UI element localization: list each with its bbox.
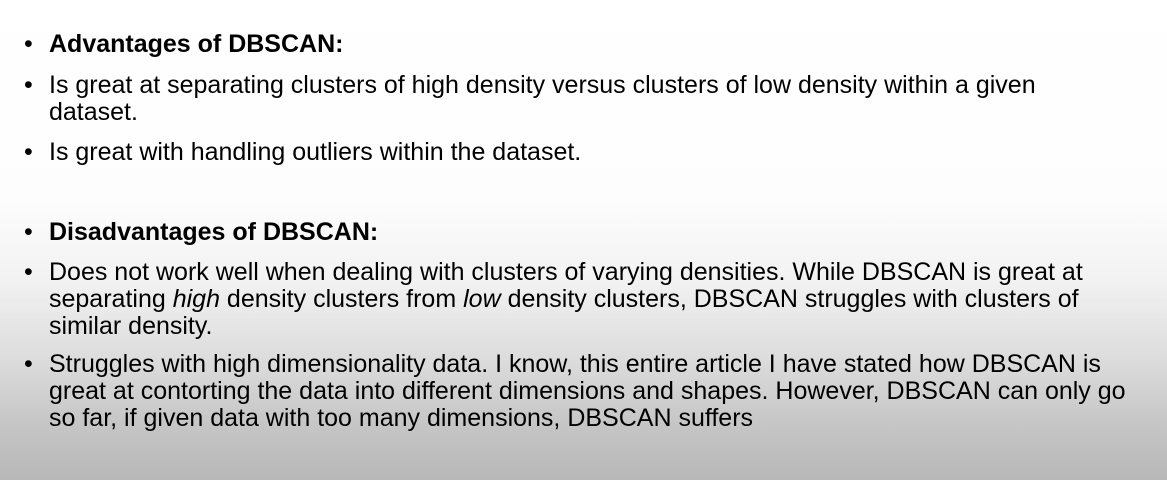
disadvantages-heading: • Disadvantages of DBSCAN:	[24, 219, 1127, 246]
emphasis-low: low	[463, 285, 501, 313]
disadvantage-item-text: Does not work well when dealing with clu…	[49, 259, 1127, 340]
emphasis-high: high	[172, 285, 220, 313]
disadvantage-item: • Struggles with high dimensionality dat…	[24, 351, 1127, 432]
advantages-heading-text: Advantages of DBSCAN:	[49, 30, 344, 58]
disadvantage-item-text: Struggles with high dimensionality data.…	[49, 350, 1126, 432]
disadvantages-heading-text: Disadvantages of DBSCAN:	[49, 218, 379, 246]
bullet-marker: •	[24, 218, 33, 246]
bullet-marker: •	[24, 138, 33, 166]
advantage-item: • Is great with handling outliers within…	[24, 139, 1127, 166]
bullet-marker: •	[24, 71, 33, 99]
bullet-marker: •	[24, 30, 33, 58]
disadvantage-text-part: density clusters from	[219, 285, 464, 313]
bullet-marker: •	[24, 350, 33, 378]
disadvantage-item: • Does not work well when dealing with c…	[24, 259, 1127, 340]
disadvantage-text-part: density clusters, DBSCAN struggles with …	[49, 285, 1079, 340]
advantage-item-text: Is great with handling outliers within t…	[49, 138, 582, 166]
disadvantage-text-part: Does not work well when dealing with clu…	[49, 258, 1083, 313]
advantage-item: • Is great at separating clusters of hig…	[24, 72, 1127, 126]
advantages-heading: • Advantages of DBSCAN:	[24, 31, 1127, 58]
bullet-marker: •	[24, 258, 33, 286]
advantage-item-text: Is great at separating clusters of high …	[49, 71, 1036, 126]
